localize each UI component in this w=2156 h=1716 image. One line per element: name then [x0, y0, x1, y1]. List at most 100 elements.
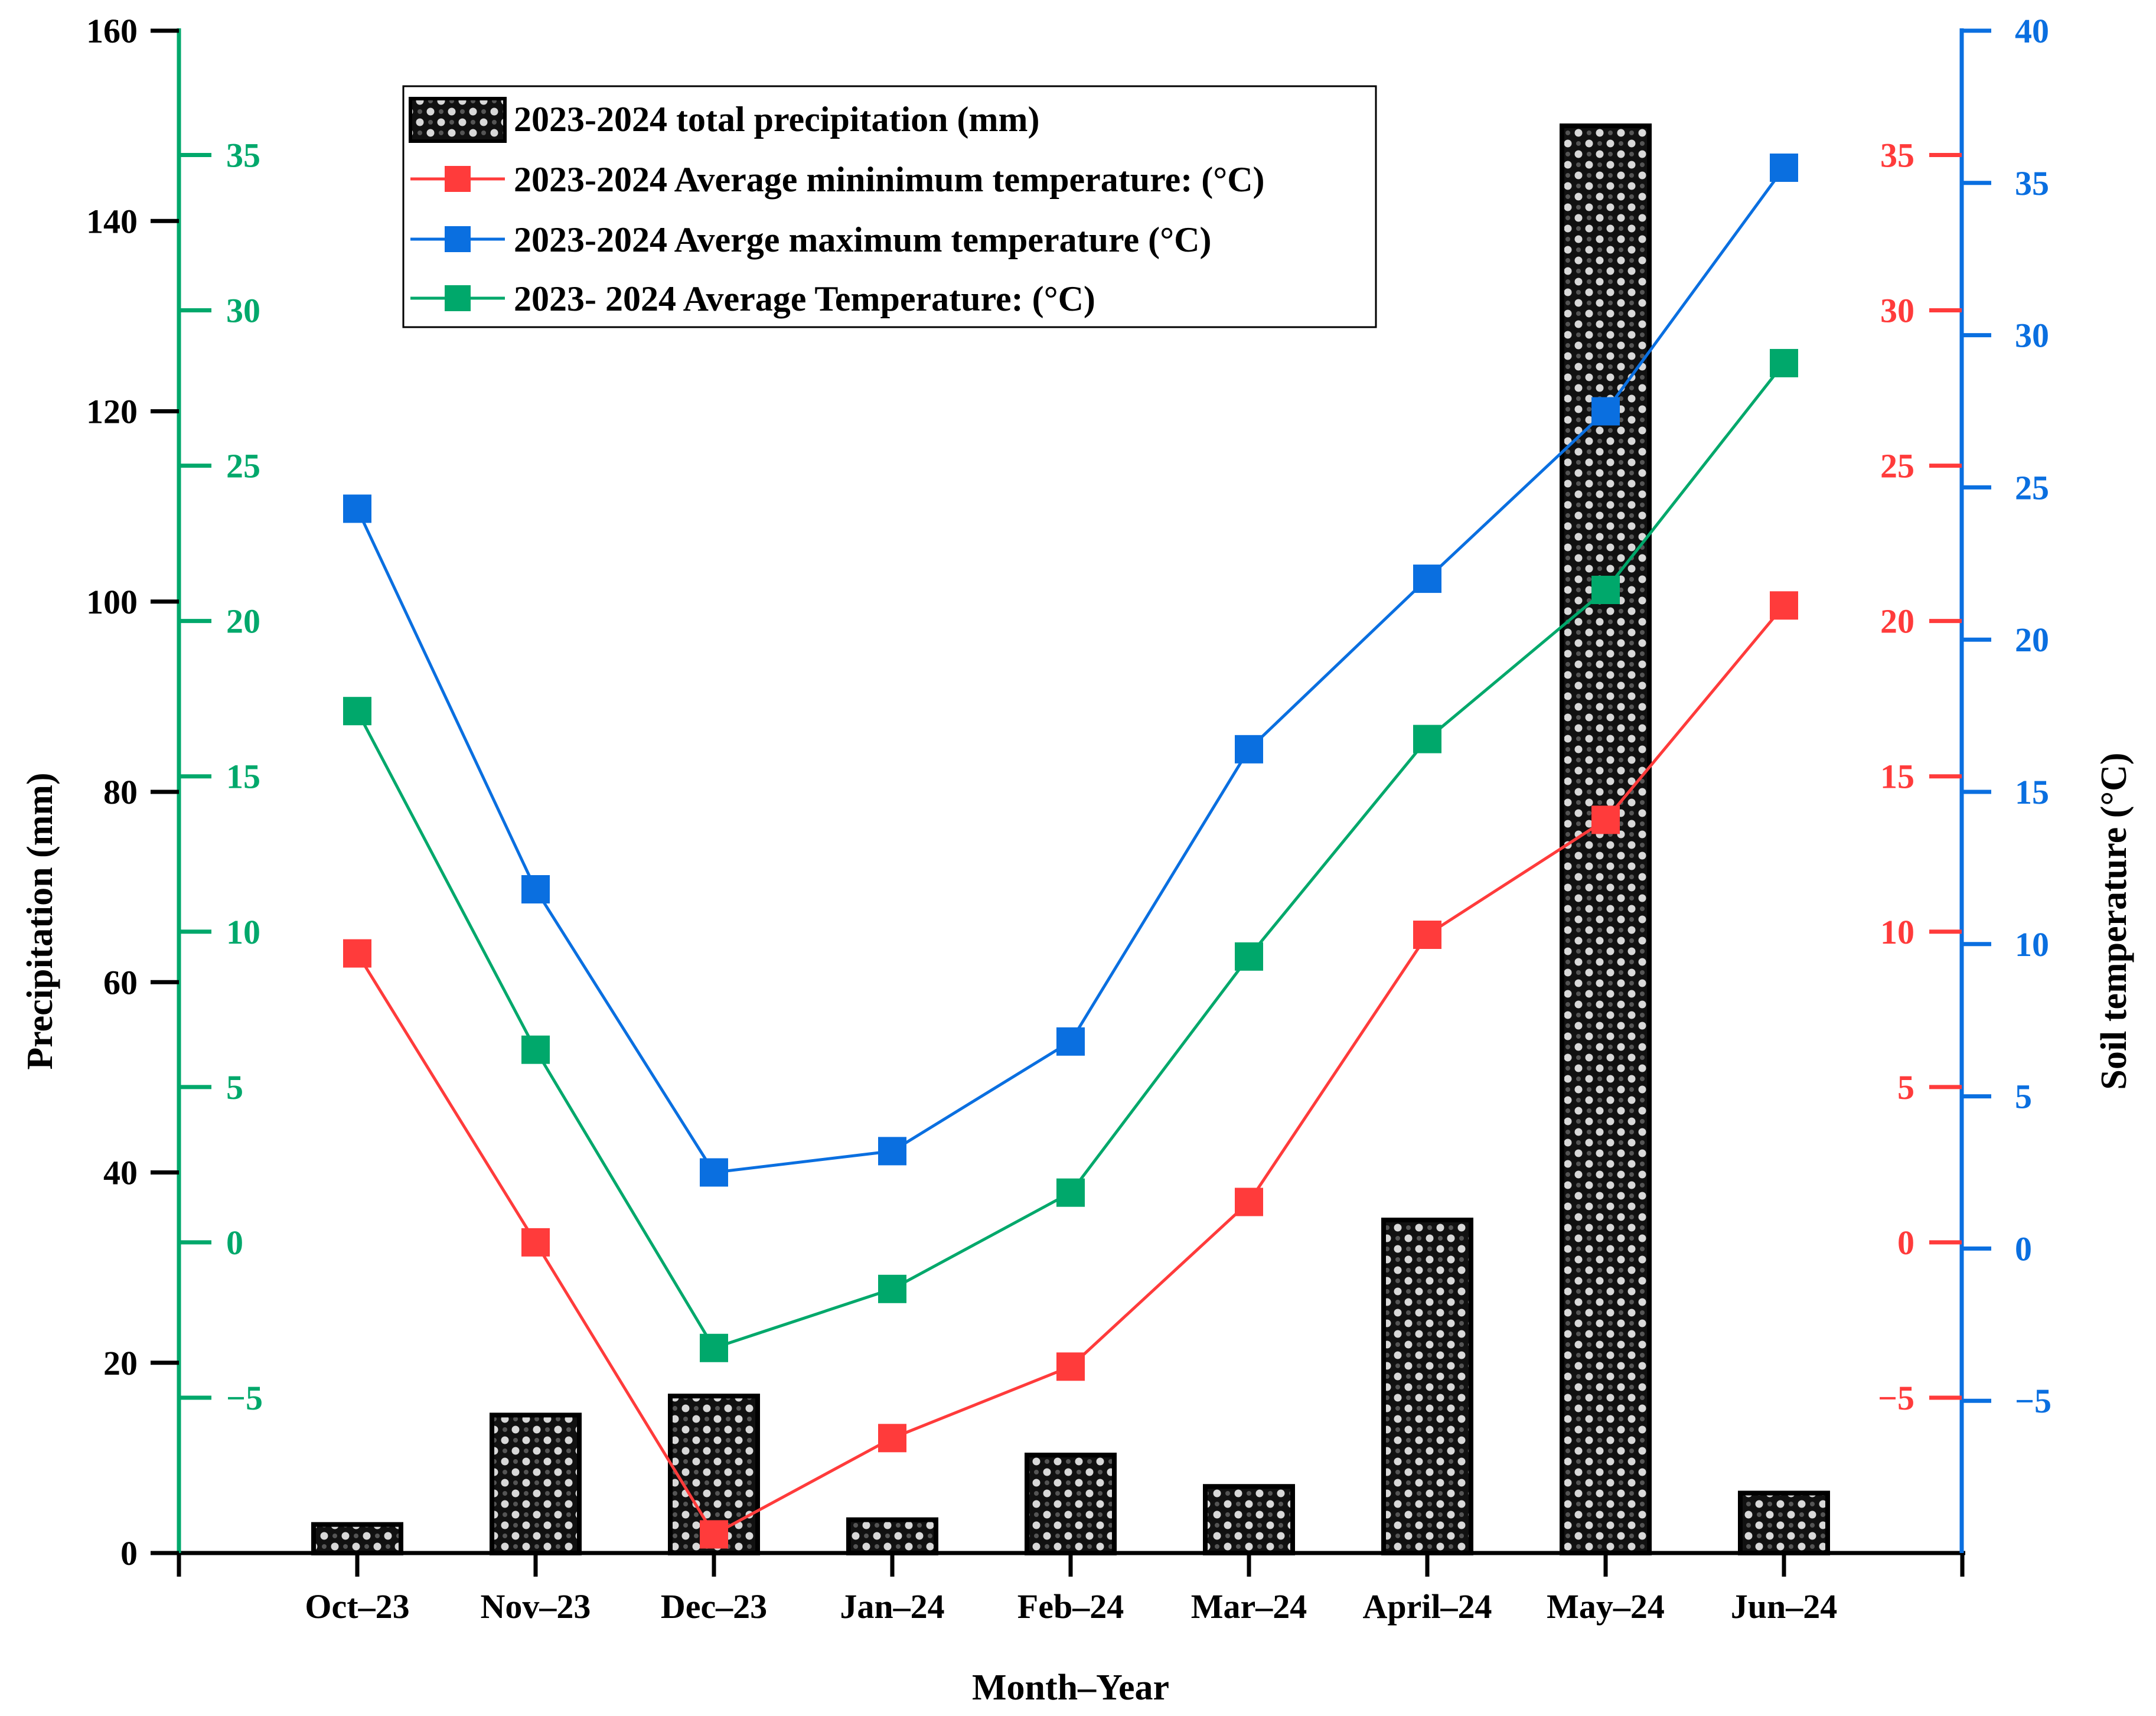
x-tick-label: Mar–24: [1191, 1587, 1307, 1626]
red-tick-label: 25: [1880, 447, 1914, 485]
green-tick-label: 35: [226, 136, 260, 174]
series-point-blue: [1056, 1027, 1085, 1056]
precip-tick-label: 120: [86, 393, 138, 431]
green-tick-label: 0: [226, 1224, 243, 1262]
precip-bar: [1381, 1218, 1473, 1555]
x-tick-label: Dec–23: [661, 1587, 767, 1626]
blue-tick-label: 40: [2015, 12, 2049, 50]
temperature-series: [343, 154, 1798, 1549]
red-tick-label: 5: [1897, 1068, 1914, 1107]
series-point-green: [1413, 725, 1441, 753]
legend: 2023-2024 total precipitation (mm) 2023-…: [402, 85, 1377, 328]
series-point-green: [343, 697, 371, 726]
x-tick-label: Feb–24: [1017, 1587, 1124, 1626]
blue-tick-label: 5: [2015, 1078, 2032, 1116]
precip-bar: [1738, 1490, 1830, 1555]
x-tick-label: Jan–24: [840, 1587, 944, 1626]
legend-label-precipitation: 2023-2024 total precipitation (mm): [514, 100, 1039, 139]
red-tick-label: 20: [1880, 602, 1914, 641]
series-point-red: [1591, 805, 1620, 834]
legend-item-min-temp: 2023-2024 Average mininimum temperature:…: [410, 160, 1265, 199]
red-tick-label: 15: [1880, 758, 1914, 796]
series-point-blue: [521, 875, 550, 903]
legend-label-max-temp: 2023-2024 Averge maximum temperature (°C…: [514, 220, 1211, 259]
blue-tick-label: 35: [2015, 164, 2049, 203]
precip-tick-label: 140: [86, 202, 138, 240]
y-axis-title-right: Soil temperature (°C): [2094, 752, 2134, 1089]
legend-item-avg-temp: 2023- 2024 Average Temperature: (°C): [410, 279, 1095, 318]
blue-tick-label: 10: [2015, 925, 2049, 964]
series-point-blue: [1591, 397, 1620, 426]
legend-swatch-precipitation: [409, 97, 507, 143]
red-tick-label: −5: [1878, 1379, 1914, 1417]
series-point-blue: [1770, 154, 1798, 182]
x-axis-title: Month–Year: [972, 1668, 1169, 1708]
red-tick-label: 0: [1897, 1224, 1914, 1262]
precip-bar: [1203, 1484, 1295, 1555]
series-point-green: [700, 1333, 728, 1362]
red-tick-label: 30: [1880, 292, 1914, 330]
legend-label-avg-temp: 2023- 2024 Average Temperature: (°C): [514, 279, 1095, 318]
green-tick-label: 25: [226, 447, 260, 485]
red-tick-label: 10: [1880, 913, 1914, 951]
series-point-red: [1413, 921, 1441, 950]
series-point-blue: [700, 1158, 728, 1187]
series-point-blue: [1413, 565, 1441, 593]
legend-marker-max-temp: [445, 226, 471, 252]
legend-marker-avg-temp: [445, 285, 471, 311]
legend-marker-min-temp: [445, 166, 471, 192]
precip-tick-label: 160: [86, 12, 138, 50]
x-tick-label: April–24: [1362, 1587, 1492, 1626]
precip-tick-label: 60: [103, 963, 138, 1001]
x-tick-label: Jun–24: [1731, 1587, 1838, 1626]
green-tick-label: 20: [226, 602, 260, 641]
precip-tick-label: 80: [103, 773, 138, 811]
legend-box: [402, 85, 1377, 328]
series-point-green: [1591, 576, 1620, 605]
precip-bar: [311, 1522, 403, 1556]
precip-tick-label: 0: [120, 1534, 138, 1573]
green-tick-label: 10: [226, 913, 260, 951]
legend-item-max-temp: 2023-2024 Averge maximum temperature (°C…: [410, 220, 1211, 259]
precip-tick-label: 100: [86, 583, 138, 621]
precip-tick-label: 40: [103, 1154, 138, 1192]
series-point-green: [1235, 942, 1263, 971]
series-point-blue: [1235, 735, 1263, 764]
blue-tick-label: 0: [2015, 1229, 2032, 1268]
y-axis-title-left: Precipitation (mm): [20, 772, 60, 1069]
x-tick-label: May–24: [1547, 1587, 1665, 1626]
series-point-red: [1770, 591, 1798, 620]
green-tick-label: 30: [226, 292, 260, 330]
series-point-red: [1235, 1188, 1263, 1216]
green-tick-label: 15: [226, 758, 260, 796]
series-point-red: [1056, 1352, 1085, 1381]
series-point-blue: [343, 494, 371, 523]
series-point-green: [1056, 1178, 1085, 1207]
blue-tick-label: 25: [2015, 468, 2049, 507]
blue-tick-label: −5: [2015, 1382, 2051, 1420]
precip-tick-label: 20: [103, 1344, 138, 1382]
red-tick-label: 35: [1880, 136, 1914, 174]
series-point-red: [521, 1228, 550, 1257]
x-tick-label: Oct–23: [305, 1587, 409, 1626]
precip-bar: [490, 1412, 582, 1555]
green-tick-label: 5: [226, 1068, 243, 1107]
series-point-green: [878, 1274, 906, 1303]
series-point-red: [700, 1520, 728, 1549]
x-tick-label: Nov–23: [481, 1587, 591, 1626]
green-tick-label: −5: [226, 1379, 263, 1417]
axes: Oct–23 Nov–23 Dec–23 Jan–24 Feb–24 Mar–24 Apri…: [86, 12, 2051, 1626]
blue-tick-label: 30: [2015, 317, 2049, 355]
blue-tick-label: 20: [2015, 621, 2049, 659]
precip-bar: [1025, 1453, 1117, 1556]
precipitation-bars: [311, 123, 1830, 1556]
series-point-blue: [878, 1137, 906, 1166]
series-point-red: [343, 939, 371, 968]
precip-bar: [846, 1517, 938, 1555]
legend-label-min-temp: 2023-2024 Average mininimum temperature:…: [514, 160, 1265, 199]
series-point-green: [521, 1035, 550, 1064]
blue-tick-label: 15: [2015, 773, 2049, 811]
series-point-red: [878, 1424, 906, 1453]
legend-item-precipitation: 2023-2024 total precipitation (mm): [409, 97, 1039, 143]
